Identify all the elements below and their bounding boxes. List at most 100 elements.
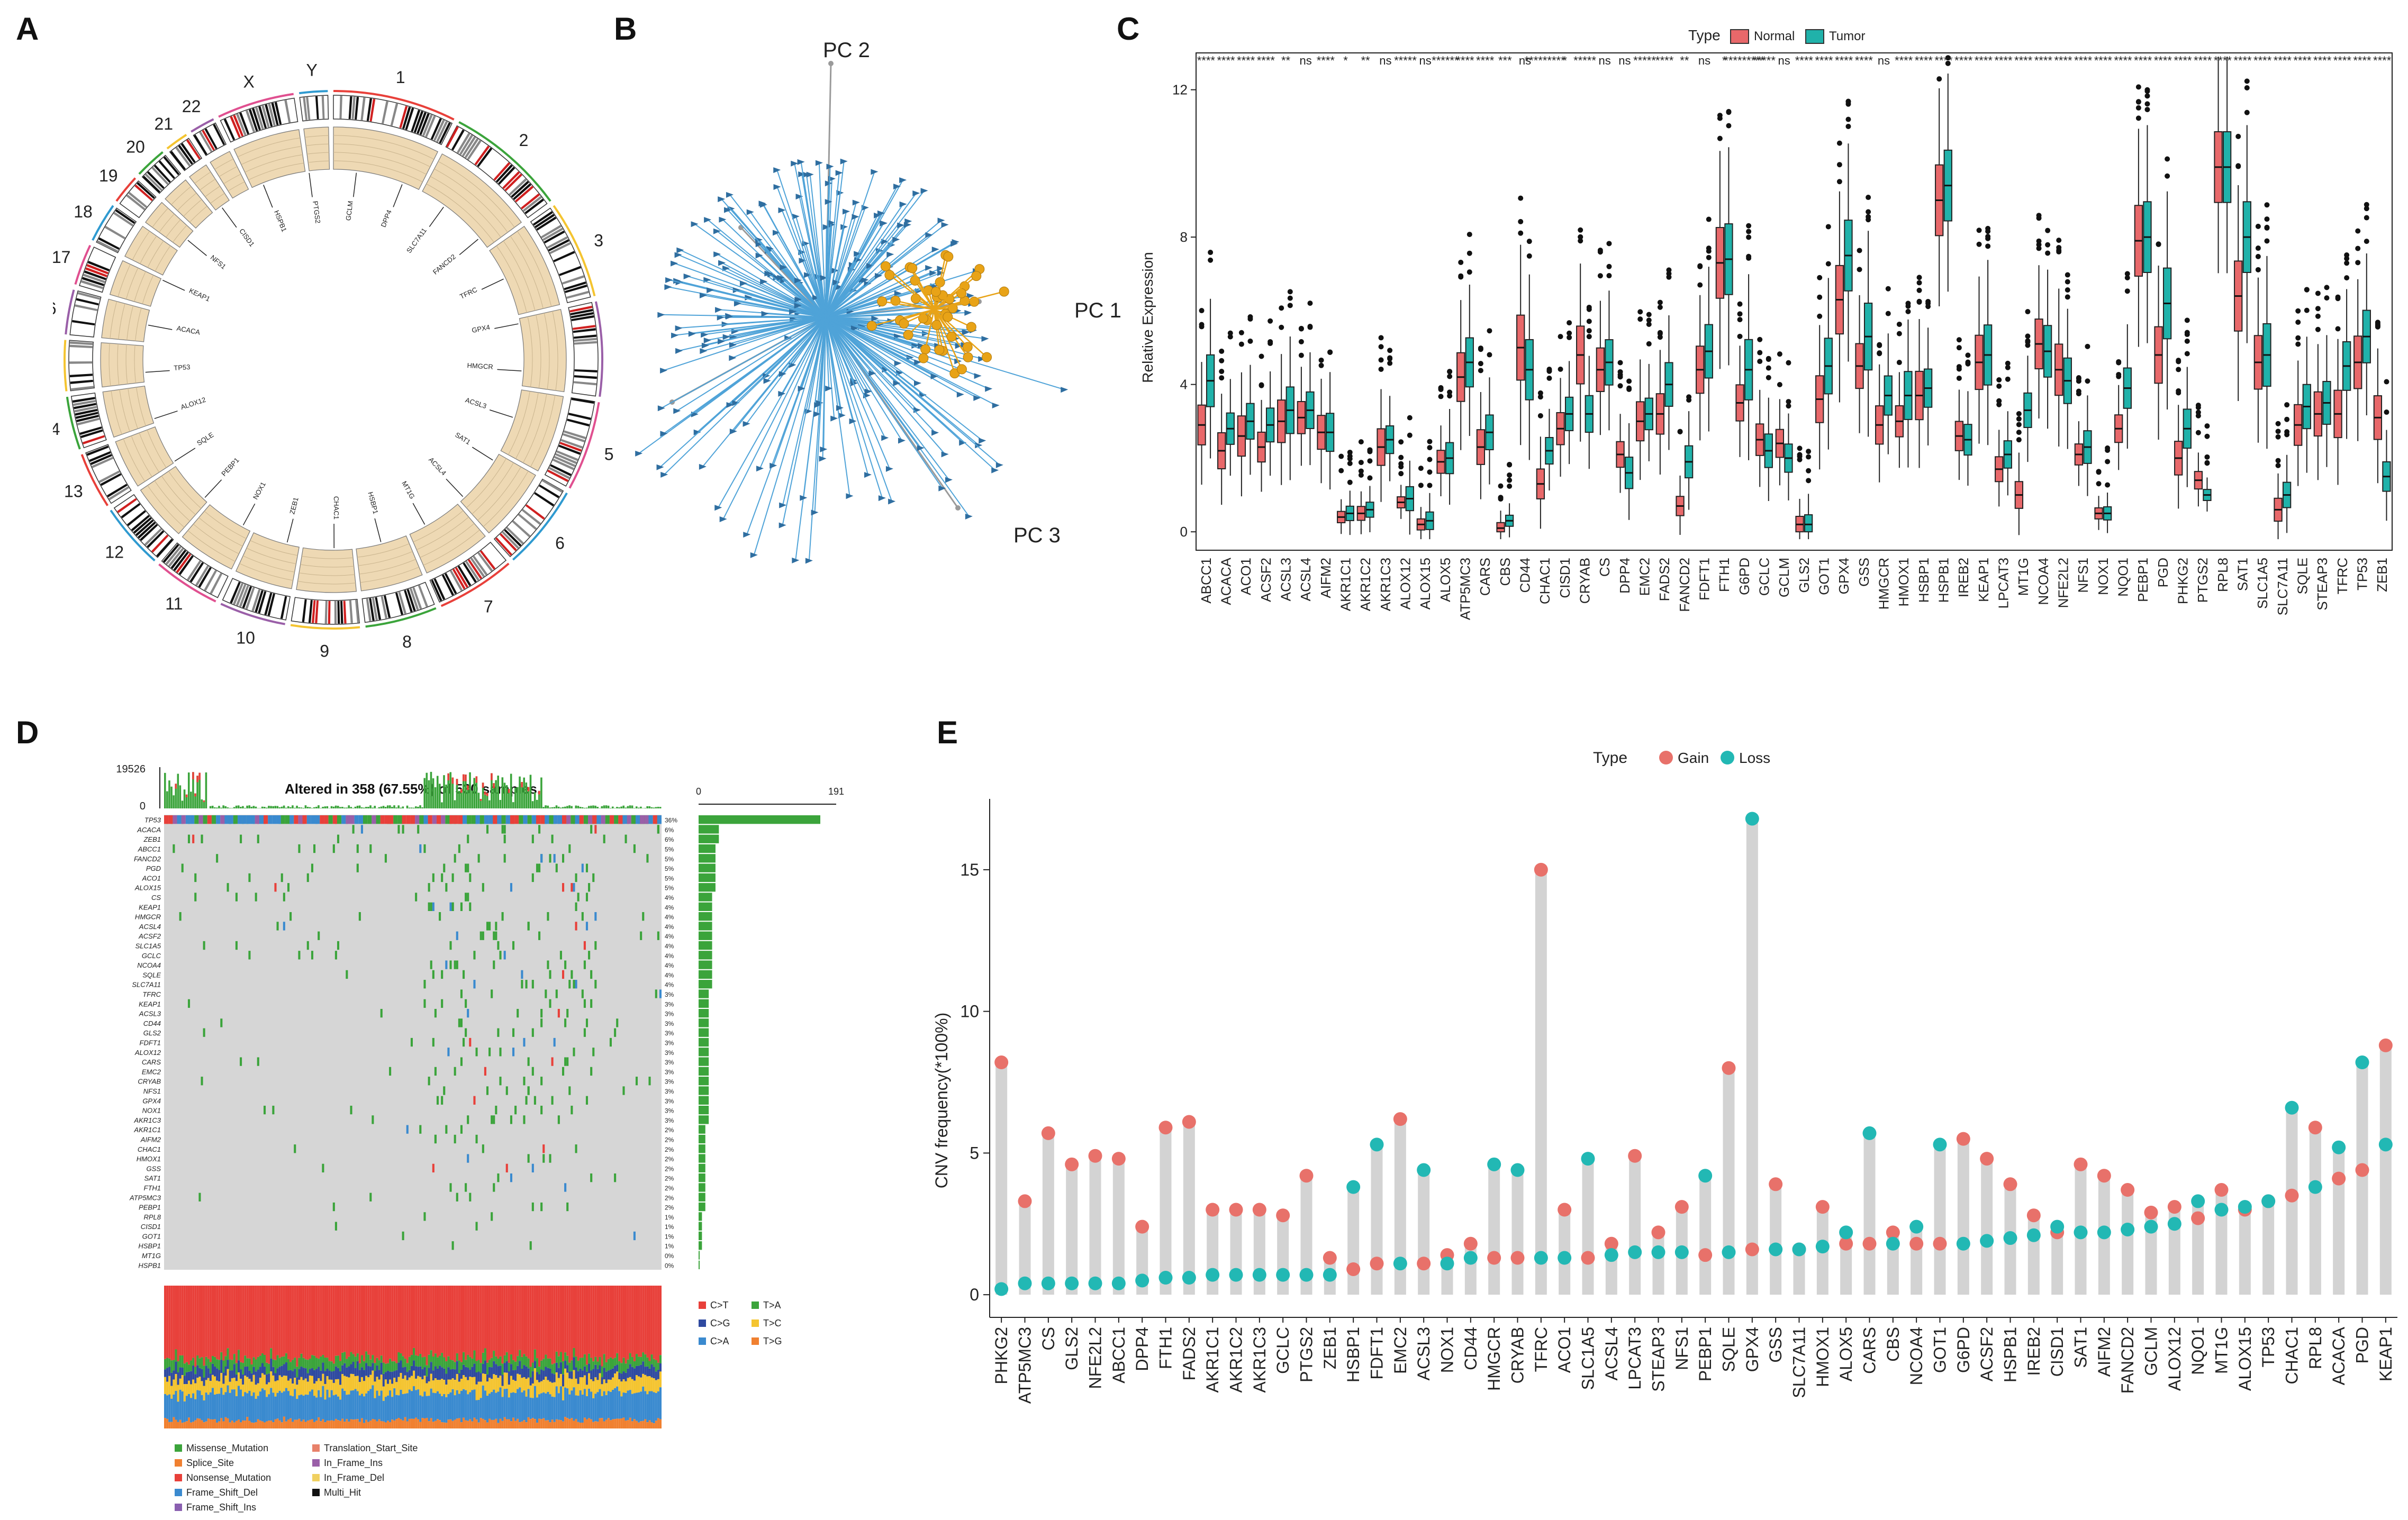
mutation-cell [458,1018,460,1027]
mutation-cell [188,999,190,1008]
titv-segment [393,1371,395,1378]
titv-segment [480,1286,482,1363]
titv-segment [426,1396,428,1418]
significance-label: **** [1835,54,1853,67]
titv-segment [566,1286,568,1356]
outlier-point [1259,383,1264,388]
titv-segment [564,1417,566,1428]
titv-segment [238,1286,240,1350]
titv-segment [309,1391,311,1420]
top-burden-bar [355,807,357,808]
titv-segment [439,1420,441,1428]
class-legend-label: Translation_Start_Site [324,1443,418,1454]
top-burden-bar [631,805,633,808]
gene-row-label: ACACA [137,826,161,834]
titv-segment [289,1286,292,1362]
titv-segment [348,1422,350,1428]
x-tick-label-e: AKR1C3 [1250,1327,1269,1393]
outlier-point [1806,468,1811,474]
tumor-point [925,265,933,271]
titv-segment [170,1422,173,1428]
titv-segment [547,1392,549,1420]
titv-segment [339,1421,341,1428]
mutation-cell [467,1154,469,1162]
titv-segment [168,1359,170,1367]
titv-segment [443,1394,445,1423]
top-burden-bar-nonsense [528,787,530,791]
titv-segment [560,1286,562,1352]
tumor-point [660,472,668,478]
gain-point [1698,1248,1712,1262]
mutation-cell [540,1203,542,1211]
gene-freq-bar [699,922,712,930]
titv-segment [374,1363,376,1371]
top-burden-bar-nonsense [491,773,493,780]
x-tick-label-e: MT1G [2212,1327,2231,1374]
top-burden-bar-nonsense [484,791,486,795]
outlier-point [1697,263,1703,269]
significance-label: **** [2074,54,2093,67]
titv-segment [443,1357,445,1368]
titv-segment [229,1286,231,1360]
mutation-cell [432,1164,434,1172]
x-tick-label-e: RPL8 [2306,1327,2325,1369]
gene-freq-bar [699,1096,709,1105]
titv-segment [605,1286,608,1362]
mutation-cell [443,1086,445,1095]
gene-label: CISD1 [238,227,256,248]
titv-segment [367,1391,369,1422]
mutation-cell [532,835,534,843]
mutation-cell [445,960,447,969]
titv-segment [430,1350,432,1362]
titv-segment [214,1376,216,1394]
mutation-cell [495,932,497,940]
outlier-point [2116,360,2121,366]
titv-segment [497,1366,499,1378]
titv-segment [566,1388,568,1418]
outlier-point [2344,275,2349,280]
titv-segment [586,1286,588,1364]
gene-pct-label: 3% [665,1088,674,1095]
mutation-cell [259,815,264,824]
titv-segment [240,1369,242,1379]
x-tick-label-e: HMGCR [1484,1327,1504,1391]
titv-segment [592,1369,594,1381]
titv-segment [443,1286,445,1357]
mutation-cell [542,1154,545,1162]
titv-segment [385,1423,387,1428]
titv-segment [638,1377,640,1392]
outlier-point [1917,280,1922,285]
mutation-cell [551,1057,554,1066]
titv-segment [608,1359,610,1370]
top-burden-bar-nonsense [476,776,478,782]
titv-segment [454,1369,456,1380]
outlier-point [1507,462,1512,468]
titv-segment [355,1368,357,1376]
gene-freq-bar [699,815,820,824]
gene-pct-label: 2% [665,1185,674,1192]
titv-segment [521,1422,523,1428]
x-tick-label-e: HSPB1 [2001,1327,2020,1382]
titv-segment [307,1395,309,1421]
gene-row-label: RPL8 [143,1213,161,1221]
top-burden-bar [289,807,292,808]
mutation-cell [586,863,588,872]
titv-segment [327,1376,329,1390]
outlier-point [1299,326,1304,331]
titv-segment [432,1422,434,1428]
mutation-cell [575,815,580,824]
titv-segment [268,1364,270,1373]
mutation-cell [246,815,250,824]
titv-segment [270,1348,272,1359]
mutation-cell [473,1096,475,1105]
gene-row-label: KEAP1 [139,1000,161,1008]
normal-point [957,365,966,374]
titv-segment [560,1362,562,1374]
titv-segment [471,1359,473,1367]
titv-segment [311,1376,313,1390]
top-burden-bar [596,807,599,808]
mutation-cell [506,1164,508,1172]
titv-segment [333,1363,335,1371]
top-burden-bar [603,805,605,808]
significance-label: **** [1456,54,1474,67]
